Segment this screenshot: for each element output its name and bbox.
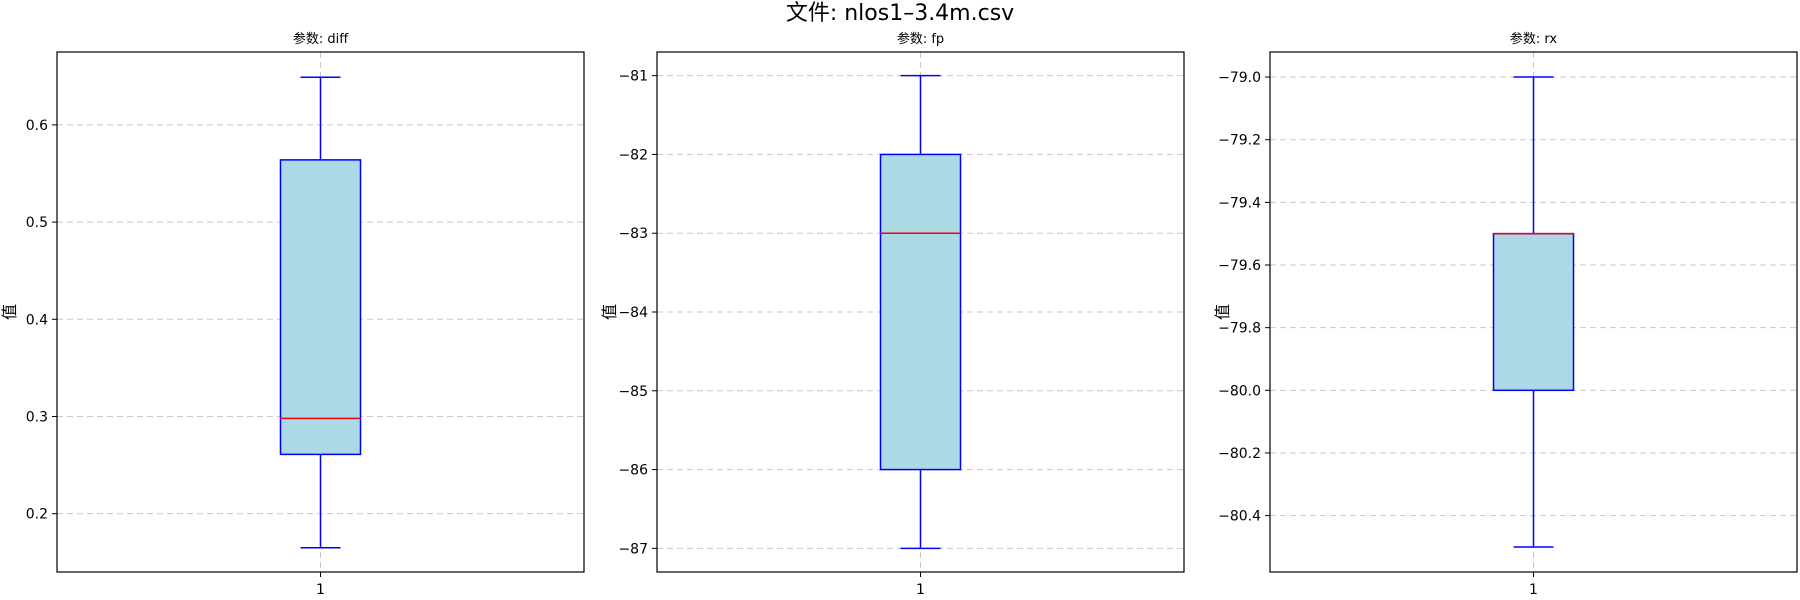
y-axis-label: 值 xyxy=(1213,304,1232,320)
y-tick-label: −86 xyxy=(618,463,648,479)
chart-panel-3: −80.4 −80.2 −80.0 −79.8 −79.6 −79.4 −79.2 −79.0… xyxy=(1213,31,1798,598)
x-tick-label: 1 xyxy=(1529,582,1538,598)
box-iqr xyxy=(279,159,362,456)
y-tick-label: 0.2 xyxy=(26,507,48,523)
chart-title: 参数: diff xyxy=(293,31,349,47)
y-tick-label: −80.2 xyxy=(1218,446,1261,462)
y-tick-label: −79.0 xyxy=(1218,70,1261,86)
chart-title: 参数: rx xyxy=(1510,31,1558,47)
figure-title: 文件: nlos1–3.4m.csv xyxy=(786,1,1014,26)
y-tick-label: −80.0 xyxy=(1218,383,1261,399)
y-tick-label: −79.4 xyxy=(1218,195,1261,211)
y-tick-label: −83 xyxy=(618,226,648,242)
y-tick-label: −82 xyxy=(618,147,648,163)
box-iqr xyxy=(879,153,962,471)
y-tick-label: 0.5 xyxy=(26,215,48,231)
x-tick-label: 1 xyxy=(916,582,925,598)
chart-panel-2: −87 −86 −85 −84 −83 −82 −81 1 参数: fp 值 xyxy=(600,31,1185,598)
chart-panel-1: 0.2 0.3 0.4 0.5 0.6 1 参数: diff 值 xyxy=(0,31,585,598)
chart-panels: 0.2 0.3 0.4 0.5 0.6 1 参数: diff 值 −87 −86 −85 −84 −83… xyxy=(0,31,1798,598)
y-axis-label: 值 xyxy=(600,304,619,320)
y-tick-label: −79.8 xyxy=(1218,321,1261,337)
y-tick-label: −84 xyxy=(618,305,648,321)
x-tick-label: 1 xyxy=(316,582,325,598)
y-tick-label: −85 xyxy=(618,384,648,400)
y-tick-label: 0.4 xyxy=(26,312,48,328)
y-tick-label: −79.2 xyxy=(1218,133,1261,149)
y-tick-label: −87 xyxy=(618,541,648,557)
y-tick-label: 0.6 xyxy=(26,118,48,134)
y-tick-label: −79.6 xyxy=(1218,258,1261,274)
y-axis-label: 值 xyxy=(0,304,19,320)
box-iqr xyxy=(1492,232,1575,392)
y-tick-label: −80.4 xyxy=(1218,509,1261,525)
y-tick-label: −81 xyxy=(618,69,648,85)
chart-title: 参数: fp xyxy=(897,31,944,47)
y-tick-label: 0.3 xyxy=(26,409,48,425)
